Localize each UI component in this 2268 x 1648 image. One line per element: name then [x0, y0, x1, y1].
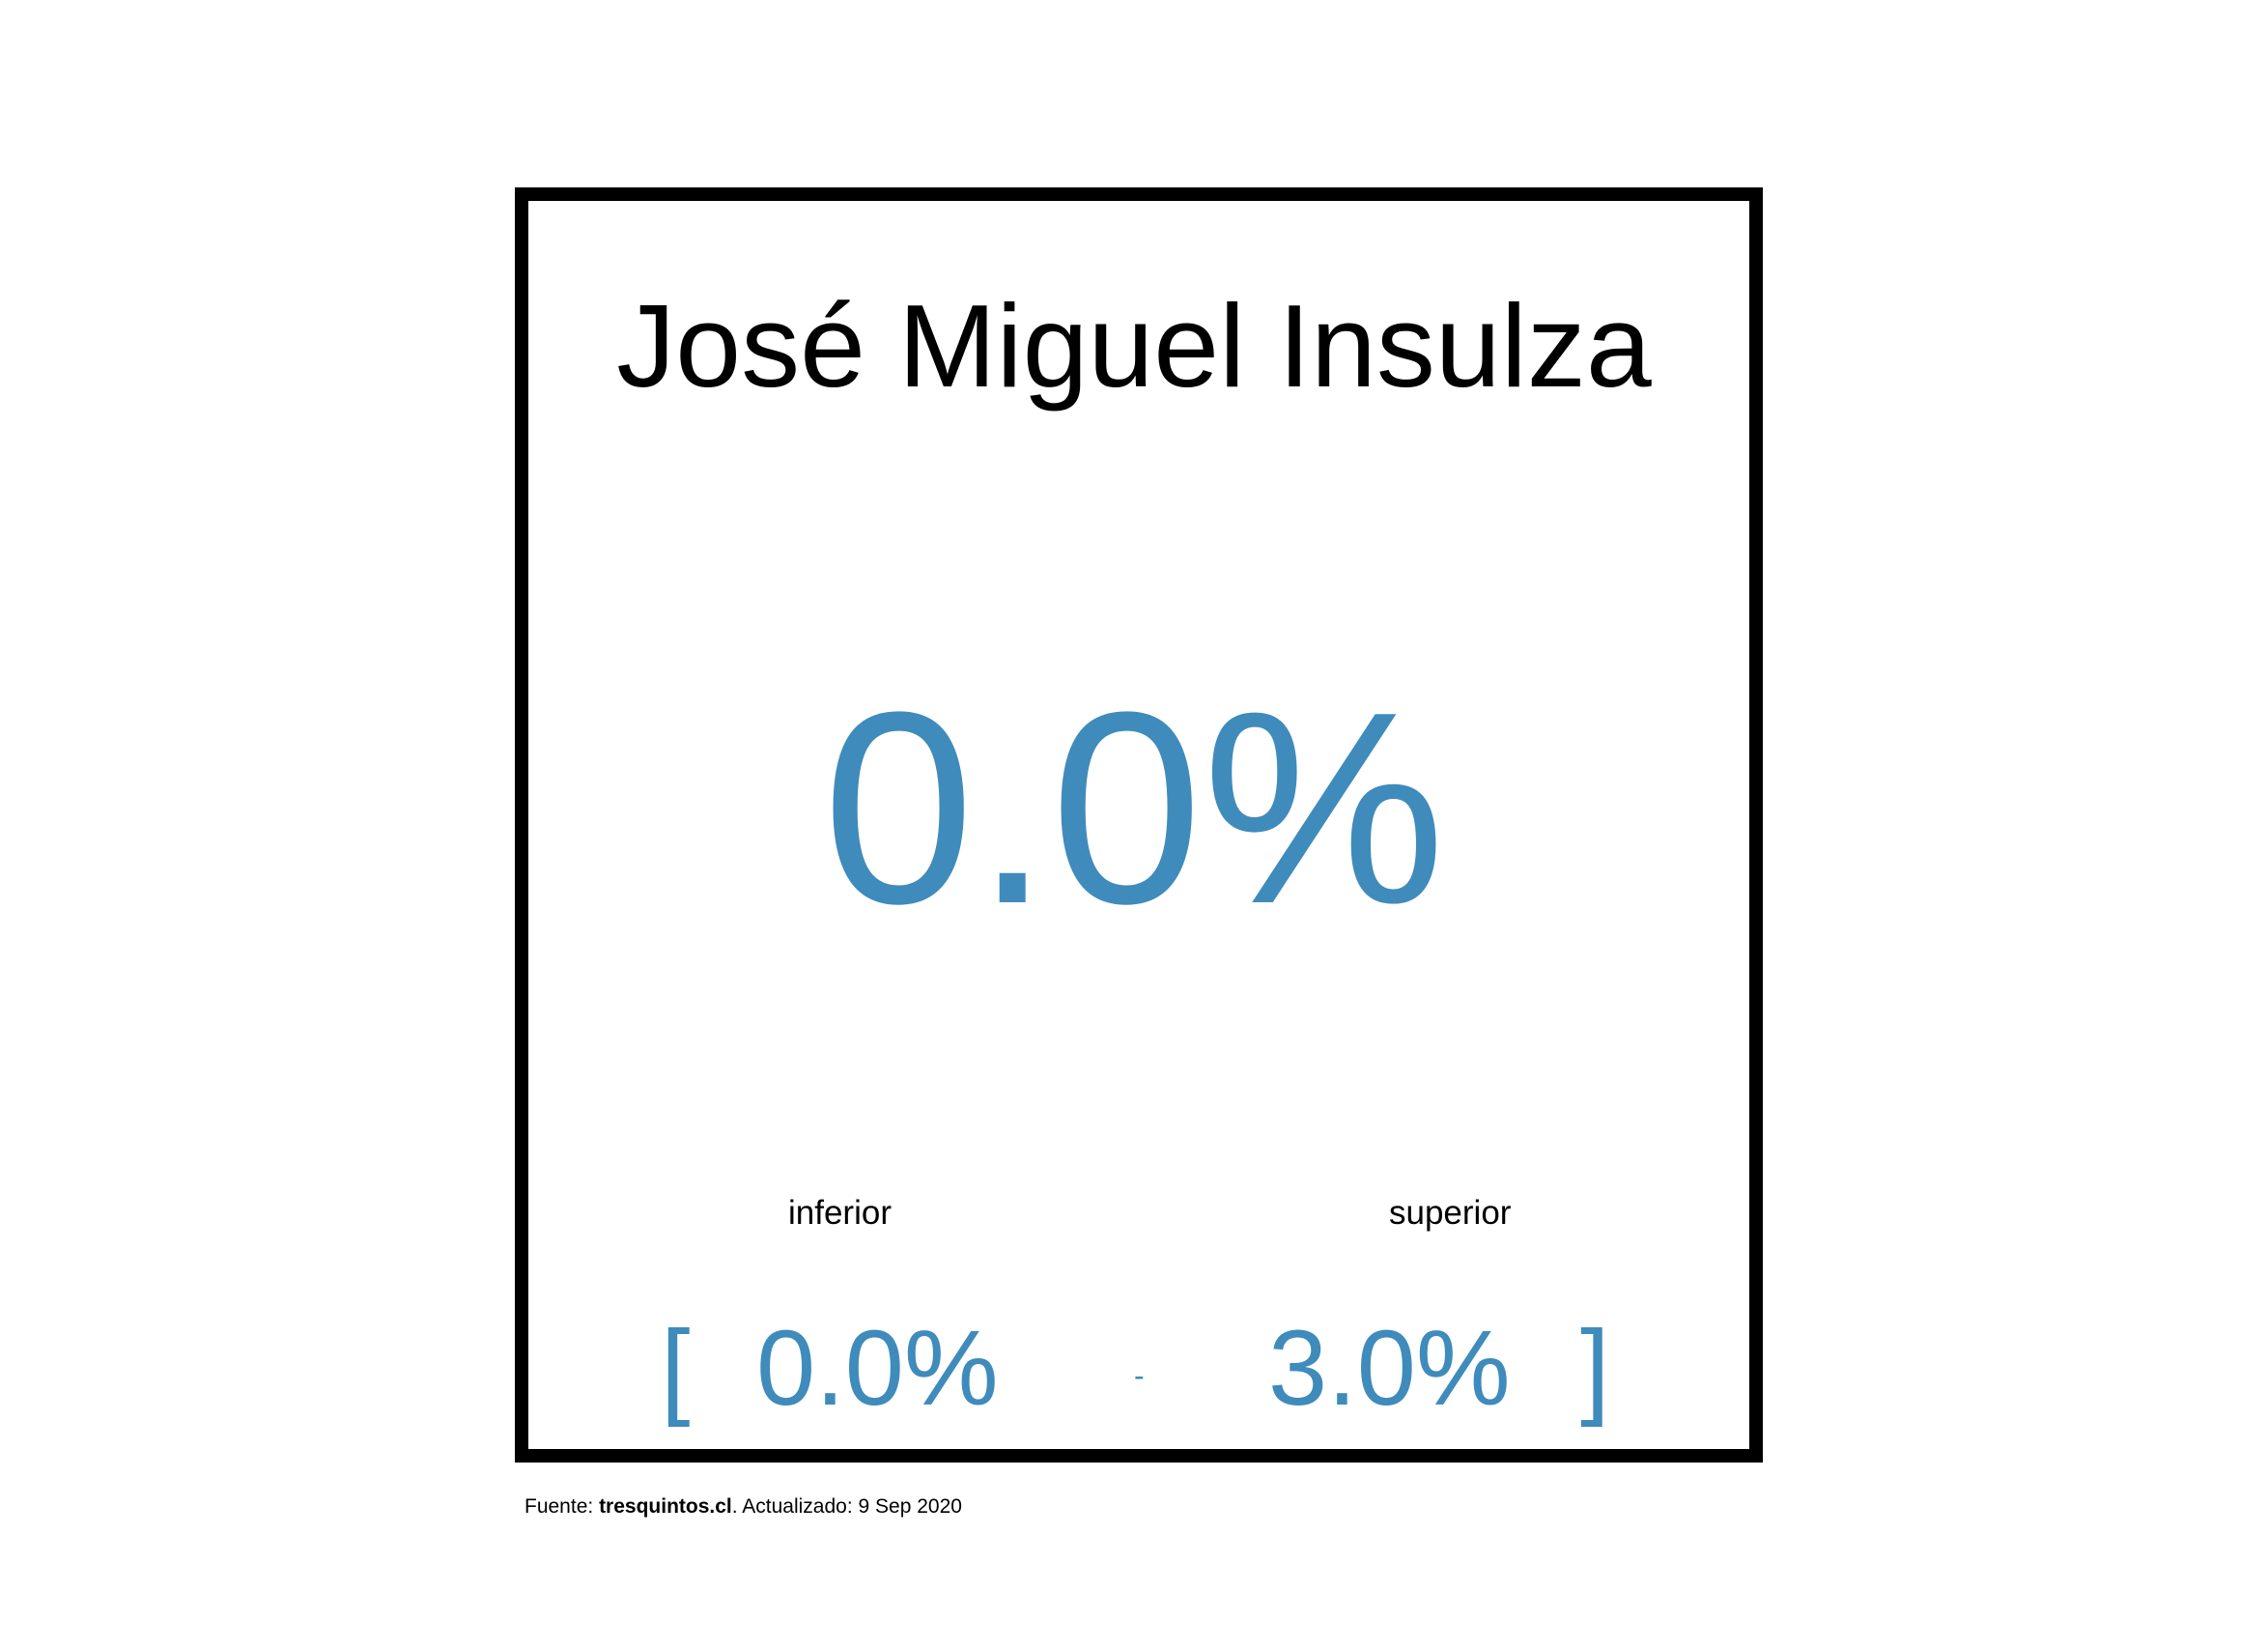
range-close-bracket: ]: [1580, 1309, 1610, 1428]
estimate-card: [515, 187, 1763, 1463]
footer-source-link[interactable]: tresquintos.cl: [599, 1495, 732, 1518]
estimate-value: 0.0%: [822, 655, 1446, 960]
range-separator: -: [1134, 1358, 1145, 1393]
candidate-name: José Miguel Insulza: [616, 280, 1652, 412]
lower-bound-label: inferior: [788, 1194, 892, 1232]
footer-prefix: Fuente:: [524, 1495, 600, 1518]
range-open-bracket: [: [661, 1309, 691, 1428]
source-footer: Fuente: tresquintos.cl. Actualizado: 9 S…: [524, 1496, 962, 1517]
footer-updated: . Actualizado: 9 Sep 2020: [731, 1495, 962, 1518]
upper-bound-value: 3.0%: [1268, 1309, 1511, 1428]
upper-bound-label: superior: [1389, 1194, 1512, 1232]
lower-bound-value: 0.0%: [756, 1309, 999, 1428]
